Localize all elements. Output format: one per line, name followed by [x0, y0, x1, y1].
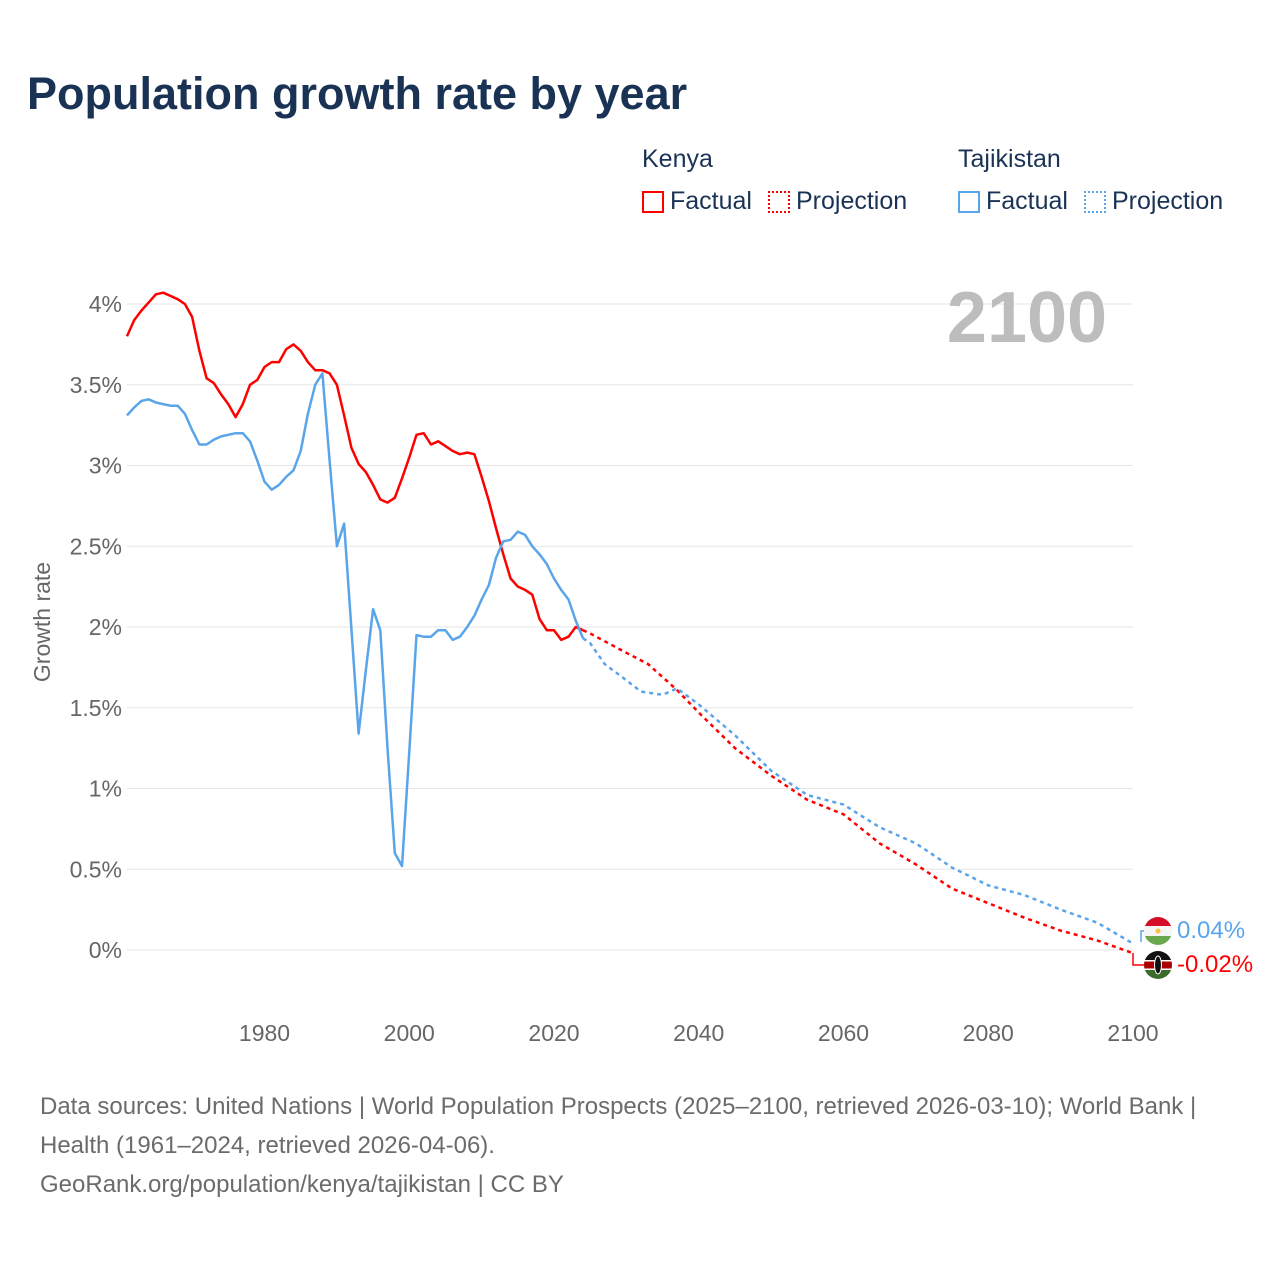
series-line-tajikistan-factual[interactable] — [126, 372, 585, 868]
legend-swatch-solid — [642, 190, 664, 213]
data-sources: Data sources: United Nations | World Pop… — [40, 1093, 1197, 1159]
legend-swatch-solid — [958, 190, 980, 213]
legend-label: Factual — [986, 187, 1068, 215]
x-tick-label: 2040 — [673, 1020, 724, 1046]
x-tick-label: 2000 — [384, 1020, 435, 1046]
y-tick-label: 2% — [89, 614, 122, 640]
legend-label: Projection — [1111, 187, 1224, 215]
series-line-kenya-factual[interactable] — [125, 291, 584, 642]
legend-kenya-factual[interactable]: Factual — [642, 187, 752, 216]
chart-title: Population growth rate by year — [27, 68, 688, 119]
legend-tajikistan-factual[interactable]: Factual — [958, 187, 1068, 216]
legend-kenya-projection[interactable]: Projection — [767, 187, 908, 216]
legend-kenya-title: Kenya — [642, 145, 713, 173]
legend-tajikistan: Tajikistan Factual Projection — [958, 145, 1223, 216]
x-tick-label: 2060 — [818, 1020, 869, 1046]
y-axis-title: Growth rate — [29, 562, 55, 682]
series-line-kenya-projection[interactable] — [582, 629, 1134, 955]
x-tick-label: 1980 — [239, 1020, 290, 1046]
legend-tajikistan-projection[interactable]: Projection — [1083, 187, 1224, 216]
x-tick-label: 2100 — [1107, 1020, 1158, 1046]
y-tick-label: 3.5% — [70, 372, 122, 398]
tajikistan-flag-icon — [1144, 917, 1172, 945]
legend-swatch-dotted — [767, 190, 790, 213]
kenya-flag-icon — [1144, 951, 1172, 979]
y-tick-label: 3% — [89, 453, 122, 479]
legend-swatch-dotted — [1083, 190, 1106, 213]
legend-label: Factual — [670, 187, 752, 215]
y-tick-label: 0% — [89, 937, 122, 963]
y-tick-label: 4% — [89, 291, 122, 317]
tajikistan-end-value: 0.04% — [1177, 917, 1245, 944]
legend-label: Projection — [795, 187, 908, 215]
x-tick-label: 2080 — [963, 1020, 1014, 1046]
kenya-connector — [1132, 953, 1145, 966]
source-link[interactable]: GeoRank.org/population/kenya/tajikistan … — [40, 1171, 564, 1198]
legend-kenya: Kenya Factual Projection — [642, 145, 907, 216]
x-tick-label: 2020 — [528, 1020, 579, 1046]
y-tick-label: 1% — [89, 776, 122, 802]
footer: Data sources: United Nations | World Pop… — [40, 1087, 1240, 1204]
series-line-tajikistan-projection[interactable] — [582, 637, 1134, 945]
y-tick-label: 2.5% — [70, 533, 122, 559]
y-tick-label: 1.5% — [70, 695, 122, 721]
kenya-end-value: -0.02% — [1177, 951, 1253, 978]
legend-tajikistan-title: Tajikistan — [958, 145, 1061, 173]
year-overlay: 2100 — [947, 278, 1107, 358]
y-tick-label: 0.5% — [70, 856, 122, 882]
